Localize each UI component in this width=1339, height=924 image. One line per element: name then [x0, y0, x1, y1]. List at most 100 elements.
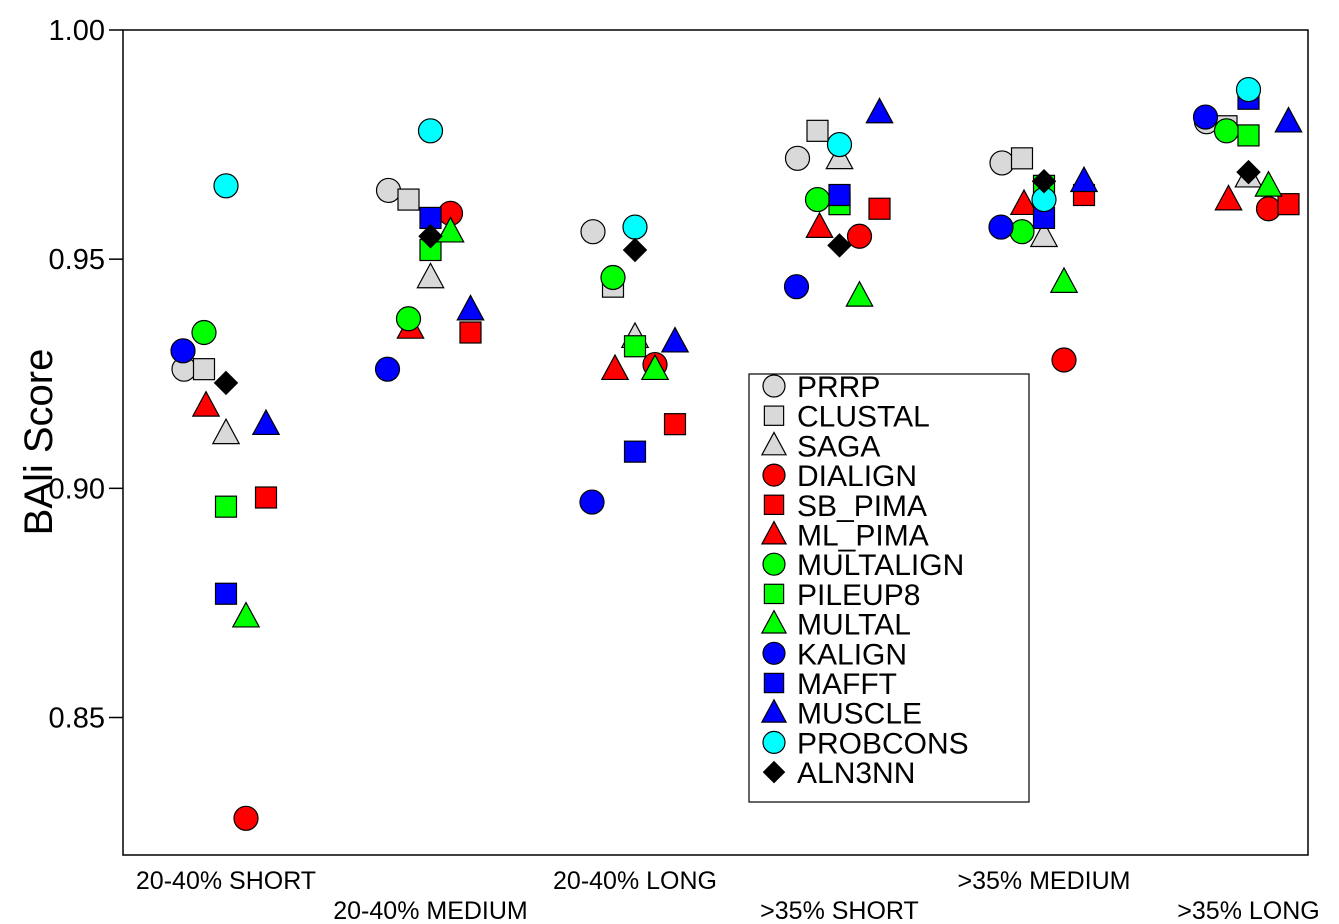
point-kalign: [1192, 104, 1219, 130]
point-prrp: [580, 219, 606, 245]
legend-label: KALIGN: [797, 638, 907, 671]
point-prrp: [784, 145, 811, 171]
y-tick-label: 1.00: [49, 15, 105, 47]
legend-marker-ml-pima: [760, 520, 788, 545]
point-multal: [1254, 170, 1283, 197]
legend-label: ML_PIMA: [797, 520, 929, 553]
point-probcons: [417, 118, 444, 144]
point-kalign: [374, 356, 401, 382]
legend-marker-probcons: [762, 730, 786, 755]
point-multalign: [1213, 118, 1240, 144]
point-muscle: [456, 294, 485, 321]
legend-label: MAFFT: [797, 668, 897, 701]
legend-marker-prrp: [762, 374, 786, 398]
legend-box: [748, 373, 1030, 803]
legend-marker-dialign: [762, 463, 786, 487]
x-tick-label: >35% LONG: [1177, 897, 1319, 924]
legend-label: PILEUP8: [797, 579, 920, 612]
plot-area: [122, 29, 1309, 856]
point-aln3nn: [418, 224, 443, 249]
point-dialign: [1255, 196, 1282, 222]
point-kalign: [988, 214, 1014, 240]
point-multal: [436, 216, 465, 243]
point-multal: [1049, 266, 1079, 293]
point-probcons: [622, 214, 648, 240]
point-kalign: [579, 489, 605, 515]
point-multalign: [600, 264, 626, 291]
y-tick-label: 0.90: [49, 473, 105, 505]
legend-marker-muscle: [760, 698, 788, 723]
x-tick-label: >35% MEDIUM: [958, 867, 1131, 895]
legend-marker-pileup8: [763, 583, 785, 605]
x-tick-label: 20-40% SHORT: [136, 867, 316, 895]
legend-label: CLUSTAL: [797, 401, 930, 434]
y-axis-ticks: 0.85 0.90 0.95 1.00: [49, 15, 123, 735]
legend-marker-saga: [760, 431, 788, 456]
point-aln3nn: [1031, 169, 1057, 194]
point-muscle: [660, 326, 690, 353]
point-dialign: [846, 223, 873, 249]
y-axis-label: BAli Score: [17, 349, 61, 536]
point-probcons: [826, 131, 853, 158]
point-saga: [211, 417, 241, 445]
point-ml-pima: [1214, 184, 1243, 211]
point-kalign: [170, 338, 196, 364]
point-mafft: [828, 183, 851, 207]
point-multal: [640, 353, 670, 381]
legend: PRRPCLUSTALSAGADIALIGNSB_PIMAML_PIMAMULT…: [748, 371, 1030, 803]
point-mafft: [623, 440, 647, 463]
point-multalign: [395, 306, 422, 332]
legend-label: MUSCLE: [797, 698, 922, 731]
point-ml-pima: [1009, 188, 1039, 216]
legend-marker-clustal: [763, 405, 785, 426]
x-tick-label: >35% SHORT: [760, 897, 919, 924]
point-multal: [845, 280, 874, 307]
point-sb-pima: [1277, 193, 1300, 216]
legend-marker-sb-pima: [763, 494, 785, 516]
point-aln3nn: [213, 370, 239, 396]
point-ml-pima: [600, 353, 630, 381]
point-multal: [231, 601, 261, 628]
legend-label: MULTAL: [797, 609, 911, 642]
point-prrp: [375, 177, 402, 204]
legend-marker-multalign: [762, 552, 786, 576]
point-muscle: [865, 97, 894, 124]
legend-label: PROBCONS: [797, 727, 969, 760]
point-ml-pima: [805, 211, 834, 238]
point-probcons: [213, 173, 239, 199]
legend-marker-aln3nn: [762, 760, 786, 784]
y-tick-label: 0.85: [49, 703, 105, 735]
point-muscle: [1069, 165, 1099, 193]
point-clustal: [397, 188, 420, 211]
point-sb-pima: [254, 486, 278, 509]
point-saga: [1029, 220, 1059, 248]
legend-label: SAGA: [797, 430, 880, 463]
legend-marker-kalign: [762, 641, 786, 665]
point-multalign: [804, 186, 831, 213]
point-clustal: [806, 119, 829, 142]
point-aln3nn: [827, 233, 852, 258]
point-muscle: [251, 408, 281, 436]
point-pileup8: [1237, 124, 1260, 147]
point-muscle: [1274, 106, 1303, 133]
x-axis-ticks: 20-40% SHORT 20-40% MEDIUM 20-40% LONG >35%…: [136, 867, 1320, 924]
point-aln3nn: [1236, 159, 1261, 185]
point-sb-pima: [868, 197, 891, 220]
point-saga: [416, 262, 445, 289]
point-clustal: [192, 358, 216, 381]
point-kalign: [783, 274, 810, 300]
point-sb-pima: [663, 413, 687, 436]
point-dialign: [233, 805, 259, 831]
y-tick-label: 0.95: [49, 244, 105, 276]
point-pileup8: [214, 495, 238, 518]
x-tick-label: 20-40% MEDIUM: [333, 897, 528, 924]
point-ml-pima: [191, 390, 221, 417]
point-clustal: [1010, 147, 1034, 170]
point-sb-pima: [459, 321, 482, 344]
point-probcons: [1235, 76, 1262, 103]
point-multalign: [1009, 219, 1035, 245]
legend-label: PRRP: [797, 371, 880, 404]
point-aln3nn: [622, 237, 648, 263]
point-mafft: [214, 582, 238, 605]
